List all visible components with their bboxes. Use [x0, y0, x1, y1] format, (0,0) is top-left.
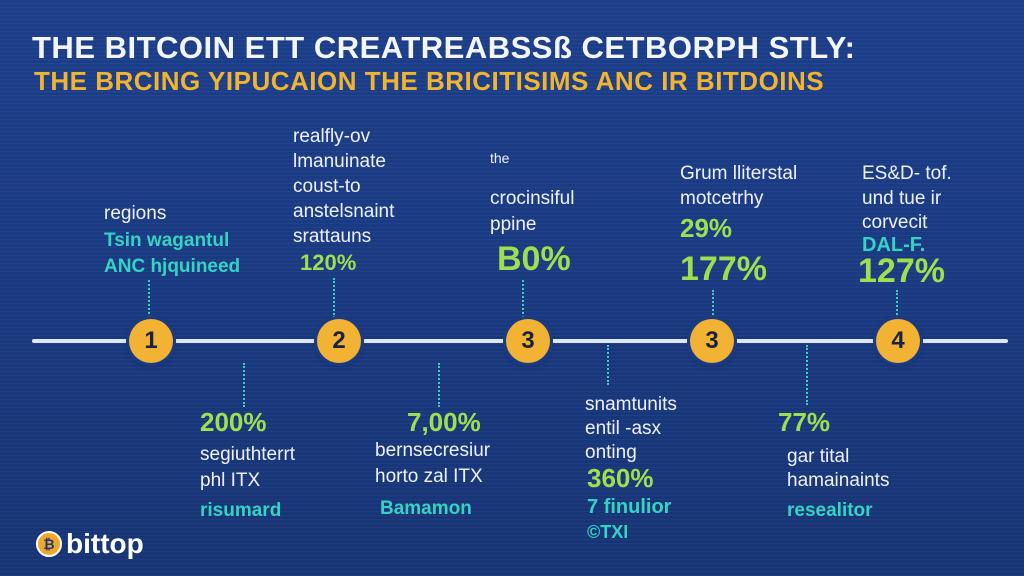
- milestone-1-below-line-1: segiuthterrt: [200, 444, 296, 465]
- milestone-5-above-line-3: corvecit: [862, 212, 928, 233]
- milestone-3-below-teal-2: ©TXI: [587, 522, 629, 542]
- brand-logo-text: bittop: [66, 528, 144, 559]
- milestone-1-below-line-2: phl ITX: [200, 470, 261, 491]
- milestone-5-above-teal: DAL-F.: [862, 234, 926, 256]
- milestone-3-above-value: B0%: [497, 240, 571, 278]
- milestone-4-above-value-small: 29%: [680, 213, 733, 243]
- milestone-node-2: 2: [317, 319, 361, 363]
- milestone-2-above-line-2: lmanuinate: [293, 151, 386, 172]
- connector-1-down: [243, 363, 245, 407]
- milestone-2-below-teal: Bamamon: [380, 498, 472, 519]
- milestone-2-below-line-1: bernsecresiur: [375, 440, 491, 461]
- milestone-4-value: 77%: [778, 407, 831, 437]
- milestone-2-above-line-3: coust-to: [293, 176, 361, 197]
- milestone-4-above-line-2: motcetrhy: [680, 188, 764, 209]
- milestone-1-teal-line-1: Tsin wagantul: [104, 230, 230, 251]
- milestone-4-below-line-1: gar tital: [787, 446, 850, 467]
- milestone-1-below-teal: risumard: [200, 500, 282, 521]
- milestone-5-above-line-1: ES&D- tof.: [862, 163, 952, 184]
- connector-2-up: [333, 278, 335, 318]
- milestone-2-above-line-4: anstelsnaint: [293, 201, 395, 222]
- milestone-4-below-teal: resealitor: [787, 500, 873, 521]
- milestone-3-value: 360%: [587, 463, 654, 493]
- connector-4-down: [806, 345, 808, 405]
- milestone-5-above-value: 127%: [858, 252, 945, 290]
- milestone-3-below-line-2: entil -asx: [585, 418, 662, 439]
- milestone-4-above-value: 177%: [680, 250, 767, 288]
- connector-3-up: [522, 280, 524, 318]
- milestone-5-above-line-2: und tue ir: [862, 188, 942, 209]
- milestone-2-below-line-2: horto zal ITX: [375, 466, 483, 487]
- milestone-1-above-line-1: regions: [104, 203, 167, 224]
- milestone-node-3: 3: [506, 319, 550, 363]
- milestone-3-above-line-1: the: [490, 150, 510, 166]
- milestone-node-5: 4: [876, 319, 920, 363]
- milestone-3-above-line-2: crocinsiful: [490, 188, 575, 209]
- connector-4-up: [712, 290, 714, 318]
- milestone-node-1: 1: [129, 319, 173, 363]
- milestone-3-below-teal-1: 7 finulior: [587, 496, 672, 518]
- connector-1-up: [148, 280, 150, 318]
- milestone-2-above-line-5: srattauns: [293, 226, 372, 247]
- milestone-4-above-line-1: Grum lliterstal: [680, 163, 798, 184]
- page-title: THE BITCOIN ETT CREATREABSSß CETBORPH ST…: [32, 30, 856, 65]
- milestone-2-value: 7,00%: [407, 407, 481, 437]
- milestone-1-teal-line-2: ANC hjquineed: [104, 256, 241, 277]
- connector-5-up: [896, 290, 898, 318]
- connector-3-down: [607, 345, 609, 385]
- milestone-2-above-value: 120%: [300, 250, 357, 275]
- brand-logo: ₿ bittop: [36, 528, 144, 560]
- milestone-1-value: 200%: [200, 407, 267, 437]
- milestone-3-above-line-3: ppine: [490, 214, 537, 235]
- bitcoin-coin-icon: ₿: [36, 531, 62, 557]
- milestone-2-above-line-1: realfly-ov: [293, 126, 371, 147]
- connector-2-down: [438, 363, 440, 407]
- milestone-3-below-line-1: snamtunits: [585, 394, 677, 415]
- page-subtitle: THE BRCING YIPUCAION THE BRICITISIMS ANC…: [34, 66, 825, 96]
- milestone-node-4: 3: [690, 319, 734, 363]
- milestone-3-below-line-3: onting: [585, 442, 637, 463]
- milestone-4-below-line-2: hamainaints: [787, 470, 890, 491]
